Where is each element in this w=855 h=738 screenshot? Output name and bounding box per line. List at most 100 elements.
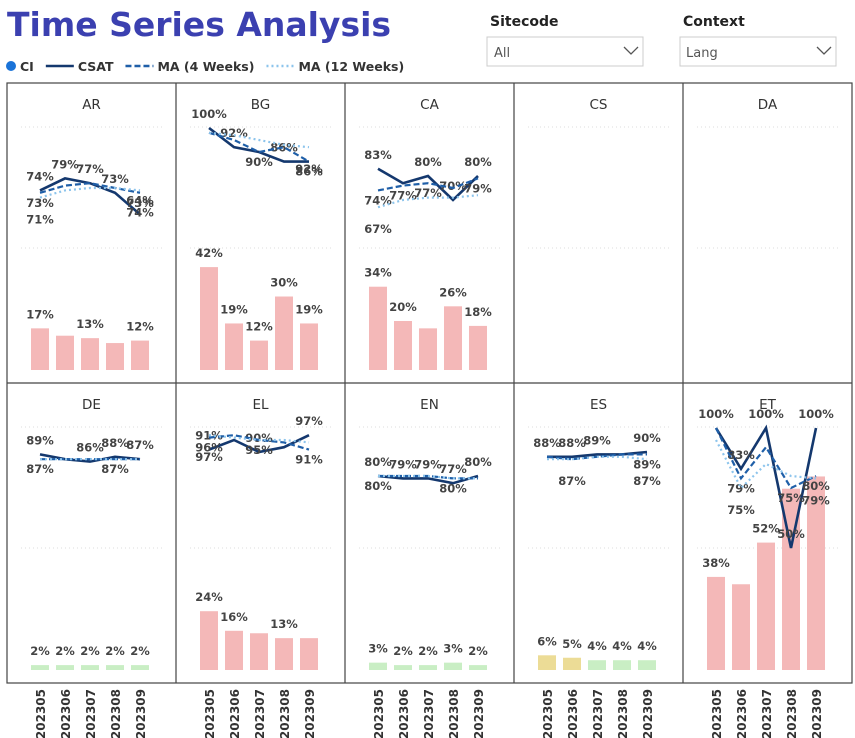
ci-bar bbox=[469, 325, 487, 370]
ci-bar bbox=[225, 630, 243, 670]
ci-bar bbox=[394, 321, 412, 370]
x-tick-label: 202306 bbox=[735, 689, 749, 738]
ci-bar bbox=[613, 660, 631, 670]
x-tick-label: 202305 bbox=[34, 689, 48, 738]
data-label: 90% bbox=[633, 431, 661, 445]
ci-bar bbox=[757, 542, 775, 670]
ci-bar bbox=[419, 665, 437, 670]
data-label: 92% bbox=[220, 126, 248, 140]
data-label: 92% bbox=[295, 162, 323, 176]
series-line bbox=[39, 453, 141, 463]
ci-bar bbox=[131, 340, 149, 370]
data-label: 2% bbox=[80, 644, 100, 658]
data-label: 2% bbox=[105, 644, 125, 658]
x-tick-label: 202306 bbox=[59, 689, 73, 738]
filter-value: Lang bbox=[686, 46, 718, 61]
data-label: 20% bbox=[389, 300, 417, 314]
data-label: 42% bbox=[195, 246, 223, 260]
panel-title: EN bbox=[420, 397, 439, 413]
panel-title: DE bbox=[82, 397, 101, 413]
data-label: 5% bbox=[562, 637, 582, 651]
data-label: 19% bbox=[220, 302, 248, 316]
panel-title: ET bbox=[759, 397, 777, 413]
filter-dropdown[interactable] bbox=[486, 36, 644, 67]
x-tick-label: 202308 bbox=[278, 689, 292, 738]
ci-bar bbox=[469, 665, 487, 670]
series-line bbox=[715, 427, 817, 490]
dropdown-arrow bbox=[816, 46, 832, 55]
data-label: 71% bbox=[26, 213, 54, 227]
data-label: 90% bbox=[245, 155, 273, 169]
data-label: 13% bbox=[76, 317, 104, 331]
ci-bar bbox=[56, 665, 74, 670]
x-tick-label: 202308 bbox=[447, 689, 461, 738]
filter-value: All bbox=[494, 46, 510, 61]
data-label: 70% bbox=[439, 179, 467, 193]
data-label: 79% bbox=[389, 457, 417, 471]
panel-title: AR bbox=[82, 97, 101, 113]
ci-bar bbox=[275, 638, 293, 670]
series-line bbox=[714, 424, 818, 549]
data-label: 86% bbox=[295, 165, 323, 179]
data-label: 52% bbox=[752, 522, 780, 536]
data-label: 100% bbox=[748, 407, 784, 421]
data-label: 50% bbox=[777, 527, 805, 541]
data-label: 79% bbox=[464, 181, 492, 195]
x-tick-label: 202305 bbox=[541, 689, 555, 738]
x-tick-label: 202308 bbox=[785, 689, 799, 738]
data-label: 86% bbox=[270, 141, 298, 155]
x-tick-label: 202307 bbox=[422, 689, 436, 738]
series-line bbox=[377, 474, 479, 485]
data-label: 77% bbox=[389, 189, 417, 203]
data-label: 4% bbox=[587, 639, 607, 653]
data-label: 80% bbox=[464, 455, 492, 469]
data-label: 87% bbox=[633, 474, 661, 488]
panel-title: CA bbox=[420, 97, 439, 113]
data-label: 91% bbox=[295, 453, 323, 467]
data-label: 73% bbox=[26, 196, 54, 210]
ci-bar bbox=[200, 267, 218, 370]
data-label: 88% bbox=[101, 436, 129, 450]
data-label: 80% bbox=[802, 479, 830, 493]
ci-bar bbox=[369, 286, 387, 370]
ci-bar bbox=[369, 662, 387, 670]
x-tick-label: 202305 bbox=[203, 689, 217, 738]
data-label: 26% bbox=[439, 285, 467, 299]
data-label: 87% bbox=[26, 462, 54, 476]
data-label: 3% bbox=[443, 642, 463, 656]
ci-bar bbox=[106, 665, 124, 670]
ci-bar bbox=[732, 584, 750, 670]
data-label: 95% bbox=[245, 443, 273, 457]
x-tick-label: 202307 bbox=[253, 689, 267, 738]
data-label: 87% bbox=[558, 474, 586, 488]
ci-bar bbox=[250, 633, 268, 670]
data-label: 89% bbox=[583, 433, 611, 447]
filter-dropdown[interactable] bbox=[679, 36, 837, 67]
data-label: 75% bbox=[727, 503, 755, 517]
data-label: 2% bbox=[30, 644, 50, 658]
panel-title: CS bbox=[590, 97, 608, 113]
x-tick-label: 202308 bbox=[616, 689, 630, 738]
data-label: 74% bbox=[126, 205, 154, 219]
data-label: 97% bbox=[195, 450, 223, 464]
series-line bbox=[208, 434, 310, 444]
ci-bar bbox=[300, 323, 318, 370]
series-line bbox=[39, 182, 141, 194]
data-label: 100% bbox=[191, 107, 227, 121]
data-label: 13% bbox=[270, 617, 298, 631]
data-label: 77% bbox=[414, 186, 442, 200]
data-label: 2% bbox=[418, 644, 438, 658]
data-label: 6% bbox=[537, 634, 557, 648]
series-line bbox=[377, 177, 479, 192]
ci-bar bbox=[275, 296, 293, 370]
data-label: 2% bbox=[55, 644, 75, 658]
ci-bar bbox=[394, 665, 412, 670]
data-label: 34% bbox=[364, 266, 392, 280]
legend-label: CI bbox=[20, 59, 34, 74]
ci-bar bbox=[300, 638, 318, 670]
data-label: 75% bbox=[777, 491, 805, 505]
filter-label: Sitecode bbox=[490, 14, 559, 30]
x-tick-label: 202307 bbox=[760, 689, 774, 738]
